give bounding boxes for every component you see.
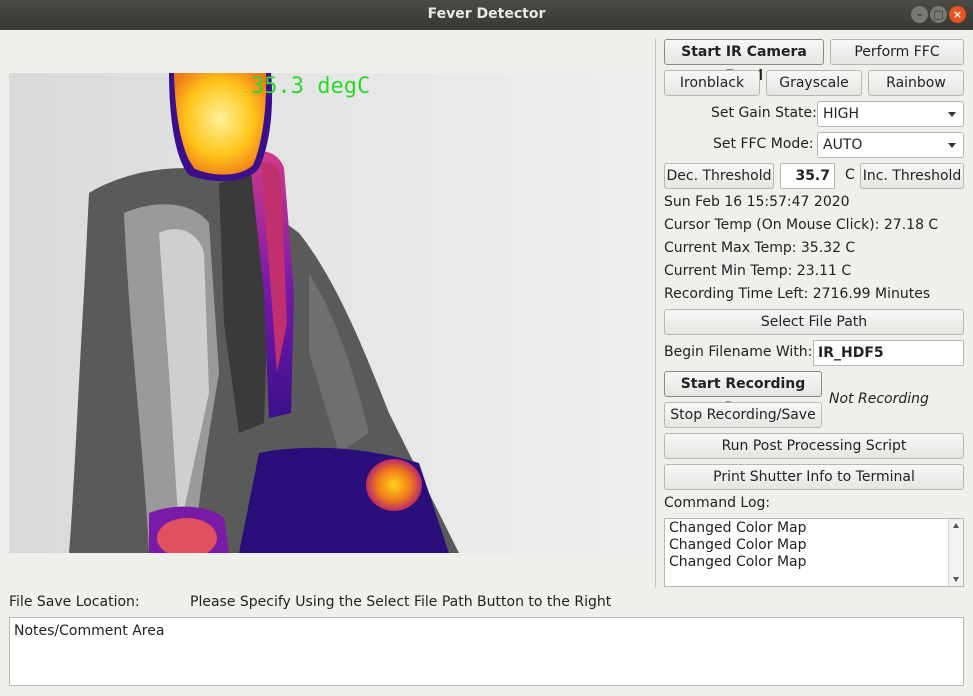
filename-input[interactable]: IR_HDF5	[813, 340, 964, 366]
log-line: Changed Color Map	[669, 520, 807, 536]
grayscale-button[interactable]: Grayscale	[766, 70, 862, 96]
inc-threshold-button[interactable]: Inc. Threshold	[860, 163, 964, 189]
minimize-icon[interactable]: –	[911, 6, 928, 23]
recording-status: Not Recording	[829, 391, 929, 407]
ironblack-button[interactable]: Ironblack	[664, 70, 760, 96]
filename-label: Begin Filename With:	[664, 344, 813, 360]
threshold-input[interactable]: 35.7	[780, 163, 835, 189]
dec-threshold-button[interactable]: Dec. Threshold	[664, 163, 774, 189]
chevron-down-icon	[948, 112, 956, 117]
log-line: Changed Color Map	[669, 537, 807, 553]
command-log[interactable]: Changed Color Map Changed Color Map Chan…	[664, 518, 964, 587]
min-temp-label: Current Min Temp: 23.11 C	[664, 263, 852, 279]
window-title: Fever Detector	[427, 6, 546, 22]
threshold-unit: C	[845, 167, 855, 183]
ffc-mode-select[interactable]: AUTO	[817, 132, 964, 158]
command-log-label: Command Log:	[664, 495, 771, 511]
ffc-mode-value: AUTO	[823, 137, 863, 153]
notes-textarea[interactable]: Notes/Comment Area	[9, 617, 964, 686]
panel-divider	[655, 38, 656, 588]
ffc-mode-label: Set FFC Mode:	[713, 136, 814, 152]
title-bar: Fever Detector – □ ×	[0, 0, 973, 30]
recording-time-label: Recording Time Left: 2716.99 Minutes	[664, 286, 931, 302]
post-processing-button[interactable]: Run Post Processing Script	[664, 433, 964, 459]
file-save-location-label: File Save Location:	[9, 594, 140, 610]
log-scrollbar[interactable]	[948, 519, 963, 586]
gain-state-value: HIGH	[823, 106, 860, 122]
temperature-overlay: 35.3 degC	[251, 74, 371, 99]
close-icon[interactable]: ×	[949, 6, 966, 23]
stop-recording-button[interactable]: Stop Recording/Save	[664, 402, 822, 428]
file-save-location-value: Please Specify Using the Select File Pat…	[190, 594, 612, 610]
cursor-temp-label: Cursor Temp (On Mouse Click): 27.18 C	[664, 217, 939, 233]
print-shutter-button[interactable]: Print Shutter Info to Terminal	[664, 464, 964, 490]
rainbow-button[interactable]: Rainbow	[868, 70, 964, 96]
datetime-label: Sun Feb 16 15:57:47 2020	[664, 194, 850, 210]
log-line: Changed Color Map	[669, 554, 807, 570]
select-file-path-button[interactable]: Select File Path	[664, 309, 964, 335]
thermal-camera-feed[interactable]	[9, 73, 649, 553]
gain-state-select[interactable]: HIGH	[817, 101, 964, 127]
chevron-down-icon	[948, 143, 956, 148]
max-temp-label: Current Max Temp: 35.32 C	[664, 240, 856, 256]
start-recording-button[interactable]: Start Recording Data	[664, 371, 822, 416]
maximize-icon[interactable]: □	[930, 6, 947, 23]
gain-state-label: Set Gain State:	[711, 105, 817, 121]
start-ir-camera-button[interactable]: Start IR Camera Feed	[664, 39, 824, 84]
perform-ffc-button[interactable]: Perform FFC	[830, 39, 964, 65]
